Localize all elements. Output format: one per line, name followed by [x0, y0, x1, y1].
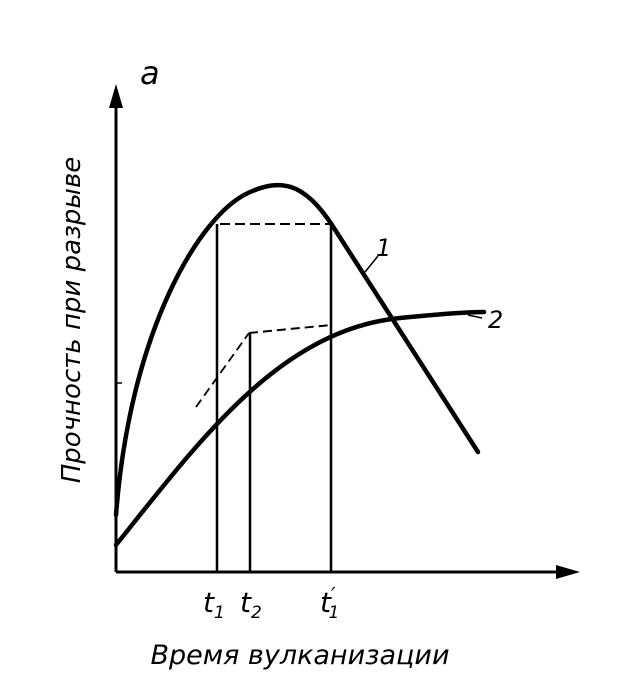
- svg-text:t2: t2: [240, 586, 262, 623]
- x-tick-t1-prime-main: t: [320, 586, 332, 619]
- panel-label: а: [140, 54, 160, 92]
- series-1-label: 1: [376, 234, 391, 262]
- x-tick-t1-main: t: [203, 586, 215, 619]
- x-tick-t2-main: t: [240, 586, 252, 619]
- series-2-leader: [467, 314, 483, 319]
- x-tick-t1-prime-mark: ′: [331, 583, 336, 607]
- series-2-line: [113, 309, 487, 548]
- y-axis-label: Прочность при разрыве: [57, 157, 87, 484]
- series-1-line: [113, 182, 481, 518]
- series-1-leader: [364, 255, 379, 273]
- x-tick-t1: t1: [203, 586, 225, 623]
- x-axis-label: Время вулканизации: [150, 640, 449, 671]
- svg-text:t1: t1: [203, 586, 225, 623]
- x-tick-t2: t2: [240, 586, 262, 623]
- x-axis-arrow: [556, 565, 580, 579]
- x-tick-t1-prime: t′ 1: [320, 583, 339, 623]
- svg-text:t′1: t′ 1: [320, 583, 339, 623]
- dashed-secant-2: [195, 332, 250, 408]
- x-tick-t1-prime-sub: 1: [329, 603, 340, 623]
- dashed-level-2: [248, 324, 332, 334]
- x-tick-t1-sub: 1: [214, 603, 225, 623]
- series-2-label: 2: [488, 306, 503, 334]
- x-tick-t2-sub: 2: [251, 603, 262, 623]
- y-axis-arrow: [109, 84, 123, 108]
